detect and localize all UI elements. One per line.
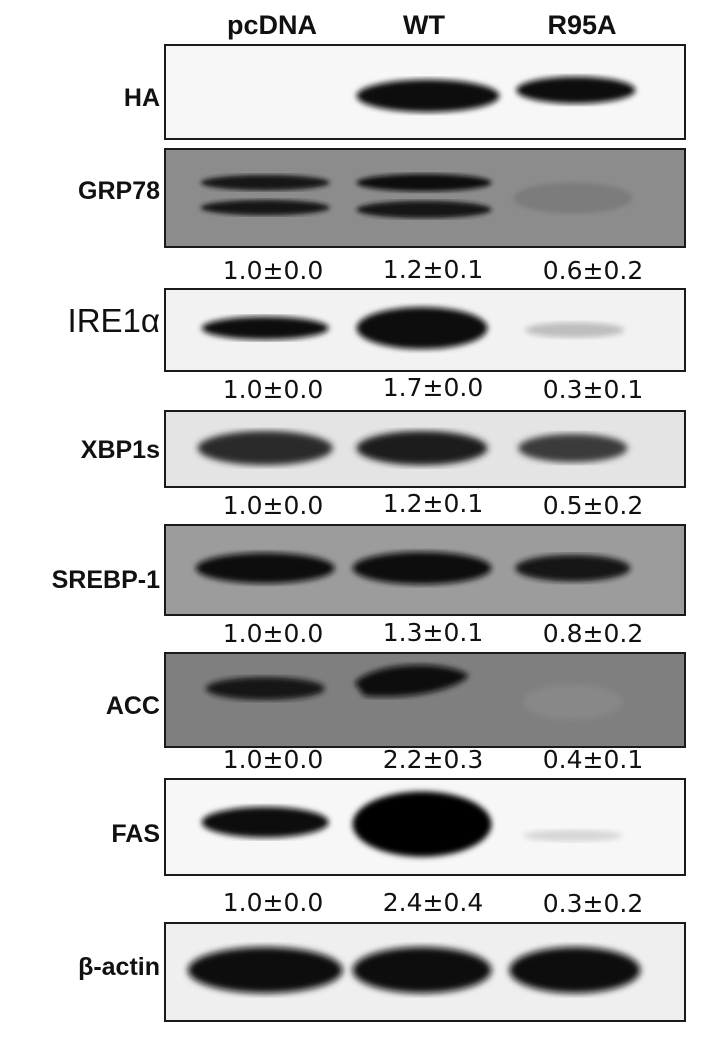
blot-panel-beta-actin — [164, 922, 686, 1022]
band-acc-wt — [354, 665, 469, 697]
quant-xbp1s-wt: 1.2±0.1 — [382, 489, 484, 518]
band-ire1a-pcdna — [201, 316, 329, 340]
band-ha-r95a — [516, 76, 636, 104]
row-label-xbp1s: XBP1s — [80, 436, 160, 464]
band-xbp1s-r95a — [518, 433, 628, 463]
band-acc-pcdna — [205, 677, 325, 700]
lane-header-pcdna: pcDNA — [226, 10, 317, 40]
band-fas-r95a — [523, 829, 623, 842]
blot-panel-ire1a — [164, 288, 686, 372]
band-ha-wt — [356, 79, 500, 113]
blot-panel-ha — [164, 44, 686, 140]
band-beta-actin-wt — [352, 947, 492, 994]
band-fas-pcdna — [201, 806, 329, 838]
row-label-grp78: GRP78 — [78, 177, 160, 205]
band-acc-r95a — [523, 684, 623, 720]
quant-ire1a-pcdna: 1.0±0.0 — [222, 375, 324, 404]
lane-header-r95a: R95A — [547, 10, 617, 40]
blot-panel-grp78 — [164, 148, 686, 248]
band-grp78-wt-upper — [356, 174, 492, 192]
quant-srebp1-r95a: 0.8±0.2 — [542, 619, 644, 648]
quant-srebp1-pcdna: 1.0±0.0 — [222, 619, 324, 648]
quant-acc-wt: 2.2±0.3 — [382, 745, 484, 774]
band-grp78-pcdna-upper — [200, 174, 330, 191]
band-srebp1-r95a — [515, 554, 631, 582]
band-beta-actin-r95a — [509, 947, 641, 994]
blot-panel-srebp1 — [164, 524, 686, 616]
band-ire1a-r95a — [525, 322, 625, 338]
quant-ire1a-r95a: 0.3±0.1 — [542, 375, 644, 404]
quant-grp78-pcdna: 1.0±0.0 — [222, 256, 324, 285]
band-xbp1s-wt — [356, 430, 488, 466]
row-label-fas: FAS — [111, 820, 160, 848]
blot-panel-acc — [164, 652, 686, 748]
blot-panel-fas — [164, 778, 686, 876]
band-xbp1s-pcdna — [197, 430, 333, 466]
row-label-acc: ACC — [105, 692, 160, 720]
band-ire1a-wt — [356, 307, 488, 350]
row-label-ha: HA — [123, 84, 160, 112]
lane-header-wt: WT — [403, 10, 445, 40]
quant-fas-wt: 2.4±0.4 — [382, 888, 484, 917]
quant-ire1a-wt: 1.7±0.0 — [382, 373, 484, 402]
band-srebp1-pcdna — [195, 552, 335, 584]
row-label-srebp1: SREBP-1 — [51, 566, 160, 594]
row-label-ire1a: IRE1α — [67, 302, 160, 339]
quant-fas-pcdna: 1.0±0.0 — [222, 888, 324, 917]
quant-grp78-r95a: 0.6±0.2 — [542, 256, 644, 285]
quant-fas-r95a: 0.3±0.2 — [542, 889, 644, 918]
quant-acc-pcdna: 1.0±0.0 — [222, 745, 324, 774]
band-grp78-wt-lower — [356, 200, 492, 219]
band-grp78-pcdna-lower — [200, 199, 330, 216]
blot-panel-xbp1s — [164, 410, 686, 488]
quant-srebp1-wt: 1.3±0.1 — [382, 618, 484, 647]
band-srebp1-wt — [352, 551, 492, 585]
band-fas-wt — [352, 791, 492, 857]
quant-grp78-wt: 1.2±0.1 — [382, 255, 484, 284]
quant-xbp1s-pcdna: 1.0±0.0 — [222, 491, 324, 520]
quant-acc-r95a: 0.4±0.1 — [542, 745, 644, 774]
band-grp78-r95a — [513, 182, 633, 214]
quant-xbp1s-r95a: 0.5±0.2 — [542, 491, 644, 520]
row-label-beta-actin: β-actin — [78, 953, 160, 981]
band-beta-actin-pcdna — [187, 947, 343, 994]
